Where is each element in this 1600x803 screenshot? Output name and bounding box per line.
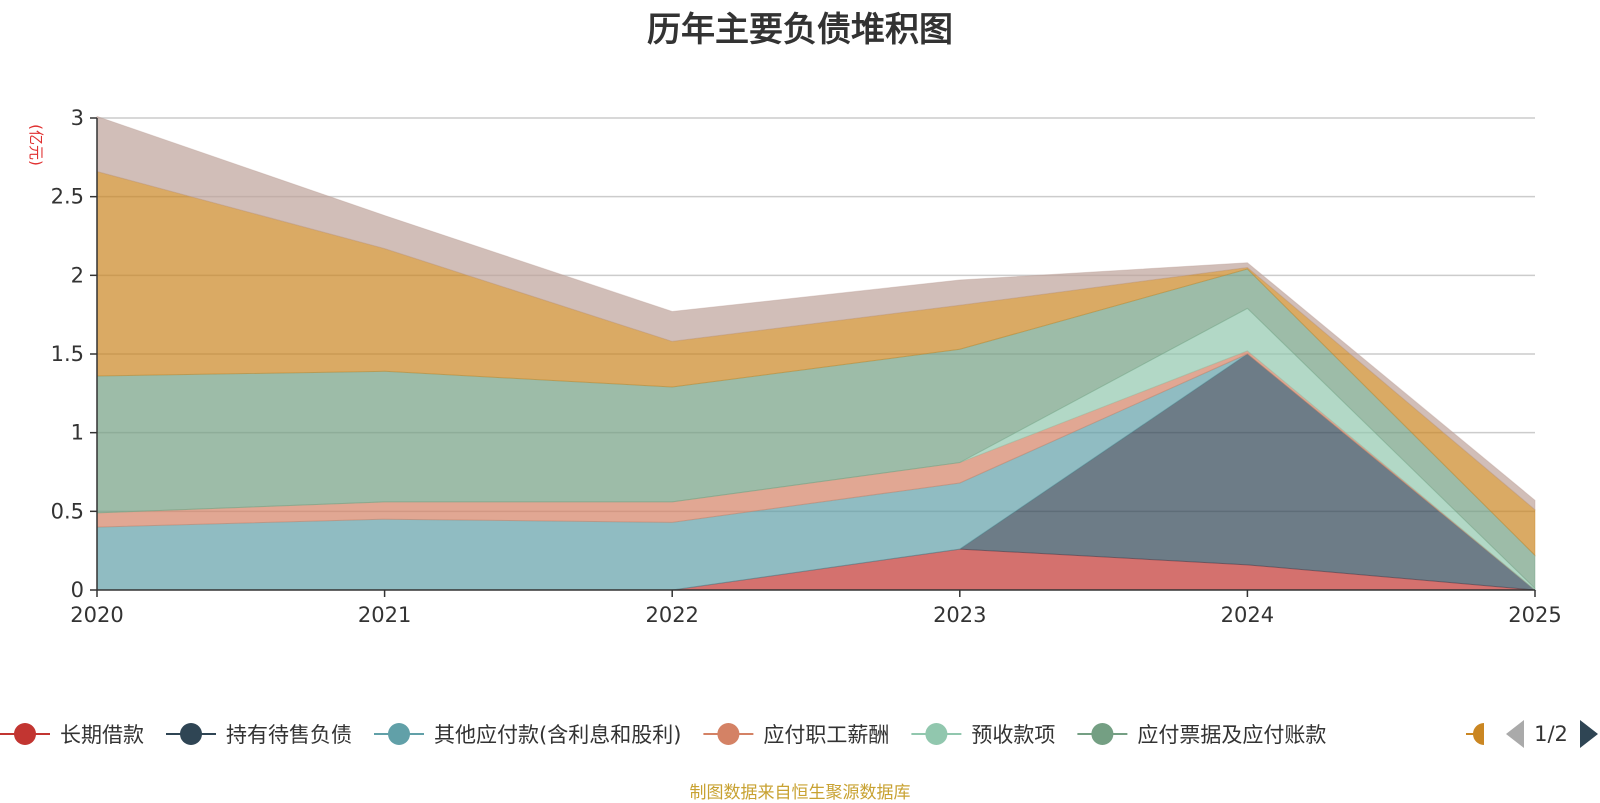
legend-marker	[388, 723, 410, 745]
legend-marker	[14, 723, 36, 745]
legend-item[interactable]: 长期借款	[0, 723, 144, 747]
legend-label: 应付票据及应付账款	[1137, 723, 1326, 747]
source-note: 制图数据来自恒生聚源数据库	[689, 783, 911, 803]
legend-item[interactable]: 预收款项	[911, 723, 1055, 747]
legend-label: 持有待售负债	[226, 723, 352, 747]
y-tick-label: 3	[71, 106, 84, 130]
y-tick-label: 1	[71, 421, 84, 445]
stacked-areas	[96, 115, 1537, 592]
y-tick-labels: 0 0.5 1 1.5 2 2.5 3	[51, 106, 97, 602]
y-tick-label: 1.5	[51, 342, 84, 366]
y-tick-label: 2.5	[51, 185, 84, 209]
area-series-7	[96, 115, 1536, 511]
legend-page-indicator: 1/2	[1534, 722, 1568, 746]
x-tick-label: 2021	[358, 603, 411, 627]
y-tick-label: 2	[71, 263, 84, 287]
legend: 长期借款 持有待售负债 其他应付款(含利息和股利) 应付职工薪酬 预收款项 应付票据及应付…	[0, 723, 1484, 747]
y-tick-label: 0.5	[51, 499, 84, 523]
x-tick-label: 2023	[933, 603, 986, 627]
y-tick-label: 0	[71, 578, 84, 602]
legend-label: 其他应付款(含利息和股利)	[434, 723, 681, 747]
y-axis-label: (亿元)	[27, 124, 45, 166]
legend-prev-page-icon[interactable]	[1506, 720, 1524, 748]
legend-pager: 1/2	[1506, 720, 1598, 748]
legend-label: 应付职工薪酬	[763, 723, 889, 747]
legend-item[interactable]: 其他应付款(含利息和股利)	[374, 723, 681, 747]
x-tick-label: 2020	[70, 603, 123, 627]
legend-next-page-icon[interactable]	[1580, 720, 1598, 748]
legend-item[interactable]: 应付票据及应付账款	[1077, 723, 1326, 747]
legend-marker	[180, 723, 202, 745]
x-tick-label: 2024	[1221, 603, 1274, 627]
x-tick-labels: 2020 2021 2022 2023 2024 2025	[70, 590, 1562, 627]
legend-marker	[1091, 723, 1114, 745]
legend-item[interactable]: 应付职工薪酬	[703, 723, 889, 747]
legend-label: 预收款项	[971, 723, 1055, 747]
chart-title: 历年主要负债堆积图	[647, 10, 953, 50]
legend-marker	[717, 723, 740, 745]
x-tick-label: 2022	[645, 603, 698, 627]
legend-item[interactable]: 持有待售负债	[166, 723, 352, 747]
legend-marker-clipped	[1473, 723, 1484, 745]
legend-marker	[925, 723, 948, 745]
legend-label: 长期借款	[60, 723, 144, 747]
x-tick-label: 2025	[1508, 603, 1561, 627]
